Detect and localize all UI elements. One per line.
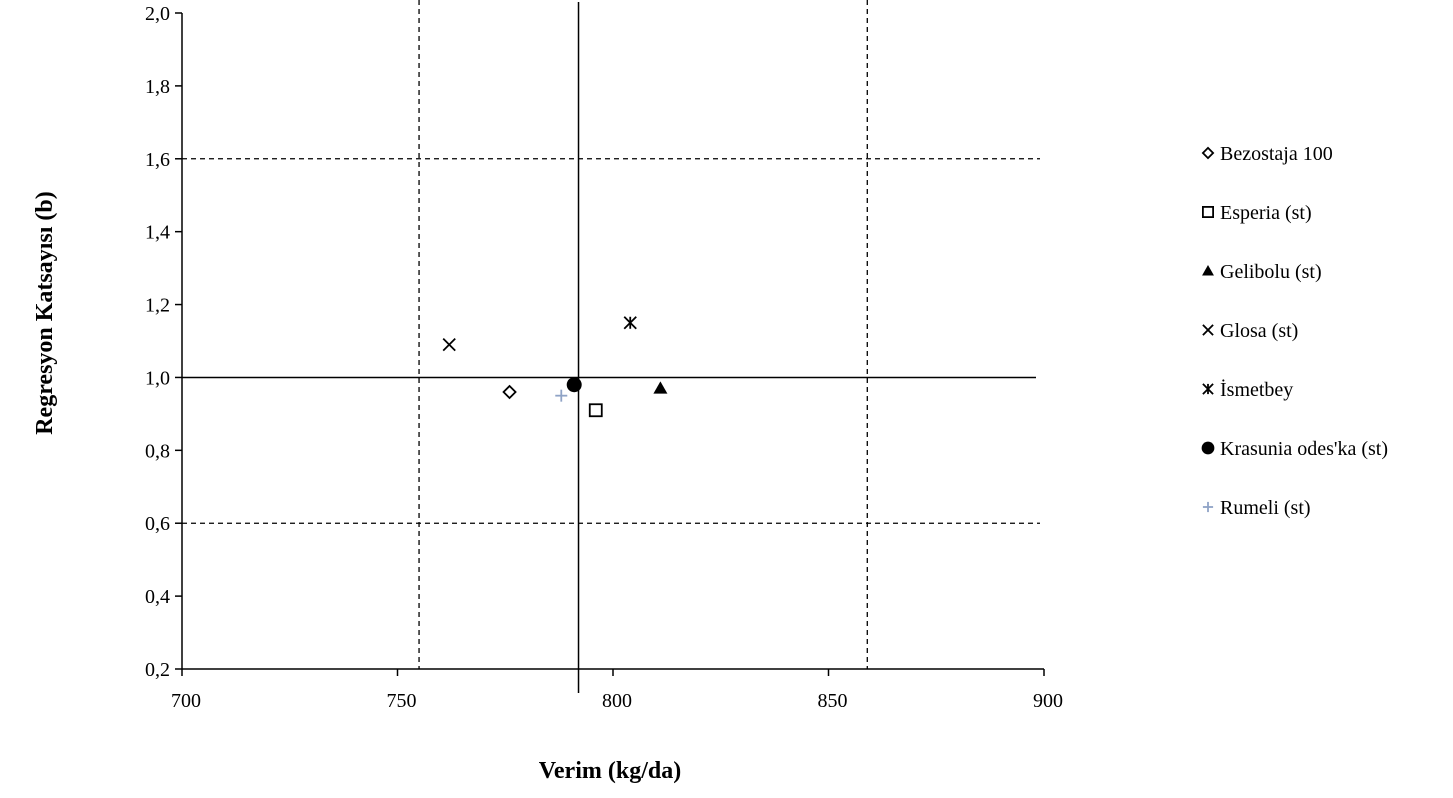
y-tick-label: 1,6 — [145, 149, 170, 171]
x-tick-label: 700 — [171, 690, 201, 712]
axes — [175, 12, 1045, 676]
y-tick-label: 1,4 — [145, 222, 170, 244]
point-i-smetbey — [623, 316, 637, 330]
y-tick-label: 0,8 — [145, 440, 170, 462]
legend-label: Bezostaja 100 — [1220, 143, 1333, 165]
x-tick-label: 850 — [818, 690, 848, 712]
y-tick-label: 1,2 — [145, 295, 170, 317]
diamond-marker — [1201, 146, 1215, 160]
point-gelibolu-st — [653, 381, 668, 394]
legend-item-rumeli-st: Rumeli (st) — [1202, 497, 1311, 519]
y-tick-label: 1,0 — [145, 367, 170, 389]
circle-marker — [1201, 441, 1215, 455]
legend-item-i-smetbey: İsmetbey — [1202, 378, 1293, 401]
legend-marker — [1202, 383, 1214, 395]
legend-label: Rumeli (st) — [1220, 497, 1311, 519]
y-axis-title: Regresyon Katsayısı (b) — [32, 191, 58, 435]
y-tick-label: 1,8 — [145, 76, 170, 98]
square-marker — [1202, 205, 1215, 218]
y-tick-label: 0,6 — [145, 513, 170, 535]
legend: Bezostaja 100 Esperia (st) Gelibolu (st) Gl… — [1201, 143, 1388, 519]
reference-lines — [182, 0, 1040, 693]
square-marker — [588, 403, 603, 418]
x-tick-label: 750 — [387, 690, 417, 712]
legend-label: Gelibolu (st) — [1220, 261, 1322, 283]
point-glosa-st — [442, 338, 456, 352]
tick-labels: 0,2 0,4 0,6 0,8 1,0 1,2 1,4 1,6 1,8 2,0 700 750 800 8… — [145, 3, 1063, 712]
legend-item-glosa-st: Glosa (st) — [1202, 320, 1298, 342]
data-points — [442, 316, 668, 418]
y-tick-label: 0,4 — [145, 586, 170, 608]
x-marker-stroke — [442, 338, 456, 352]
x-tick-label: 800 — [602, 690, 632, 712]
point-rumeli-st — [555, 389, 568, 402]
point-bezostaja-100 — [502, 384, 517, 400]
legend-label: Esperia (st) — [1220, 202, 1312, 224]
y-tick-label: 2,0 — [145, 3, 170, 25]
triangle-marker — [653, 381, 668, 394]
circle-marker — [566, 377, 582, 393]
legend-item-gelibolu-st: Gelibolu (st) — [1202, 261, 1322, 283]
legend-item-krasunia-odes-ka-st: Krasunia odes'ka (st) — [1201, 438, 1388, 460]
point-krasunia-odes-ka-st — [566, 377, 582, 393]
legend-label: Krasunia odes'ka (st) — [1220, 438, 1388, 460]
legend-marker — [1202, 324, 1214, 336]
triangle-marker — [1202, 265, 1214, 276]
y-tick-label: 0,2 — [145, 659, 170, 681]
x-axis-title: Verim (kg/da) — [539, 758, 681, 784]
x-marker-stroke — [1202, 324, 1214, 336]
legend-label: Glosa (st) — [1220, 320, 1298, 342]
legend-marker — [1201, 441, 1215, 455]
point-esperia-st — [588, 403, 603, 418]
legend-item-bezostaja-100: Bezostaja 100 — [1201, 143, 1333, 165]
legend-marker — [1202, 265, 1214, 276]
legend-item-esperia-st: Esperia (st) — [1202, 202, 1312, 224]
legend-marker — [1202, 501, 1214, 513]
x-tick-label: 900 — [1033, 690, 1063, 712]
legend-marker — [1202, 205, 1215, 218]
legend-marker — [1201, 146, 1215, 160]
legend-label: İsmetbey — [1220, 378, 1293, 401]
diamond-marker — [502, 384, 517, 400]
